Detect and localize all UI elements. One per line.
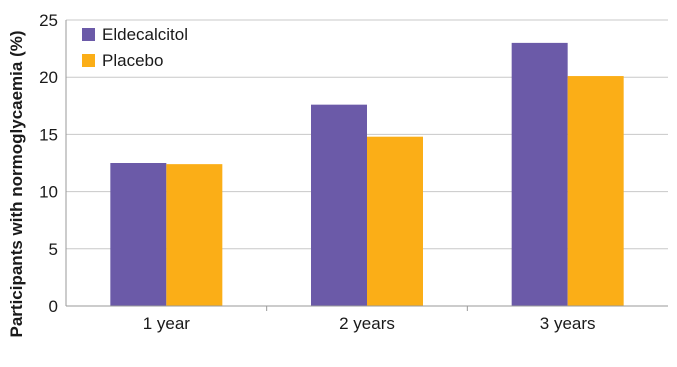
tick-labels: 0 5 10 15 20 25 1 year 2 years 3 years: [39, 11, 595, 333]
legend-label-eldecalcitol: Eldecalcitol: [102, 25, 188, 44]
y-axis-title: Participants with normoglycaemia (%): [7, 30, 26, 337]
bar-placebo-1: [367, 136, 423, 306]
axes: [65, 20, 668, 311]
y-tick-label: 0: [49, 297, 58, 316]
y-tick-label: 10: [39, 183, 58, 202]
bar-placebo-0: [166, 164, 223, 306]
y-tick-label: 15: [39, 125, 58, 144]
x-tick-label: 1 year: [143, 314, 191, 333]
x-tick-label: 2 years: [339, 314, 395, 333]
x-tick-label: 3 years: [540, 314, 596, 333]
legend: Eldecalcitol Placebo: [82, 25, 188, 70]
bar-placebo-2: [567, 76, 624, 306]
legend-swatch-placebo: [82, 54, 95, 67]
bar-eldecalcitol-0: [110, 163, 167, 306]
legend-swatch-eldecalcitol: [82, 28, 95, 41]
bars: [110, 42, 624, 306]
bar-eldecalcitol-1: [311, 104, 367, 306]
legend-label-placebo: Placebo: [102, 51, 163, 70]
bar-eldecalcitol-2: [511, 42, 568, 306]
y-tick-label: 25: [39, 11, 58, 30]
y-tick-label: 5: [49, 240, 58, 259]
y-tick-label: 20: [39, 68, 58, 87]
